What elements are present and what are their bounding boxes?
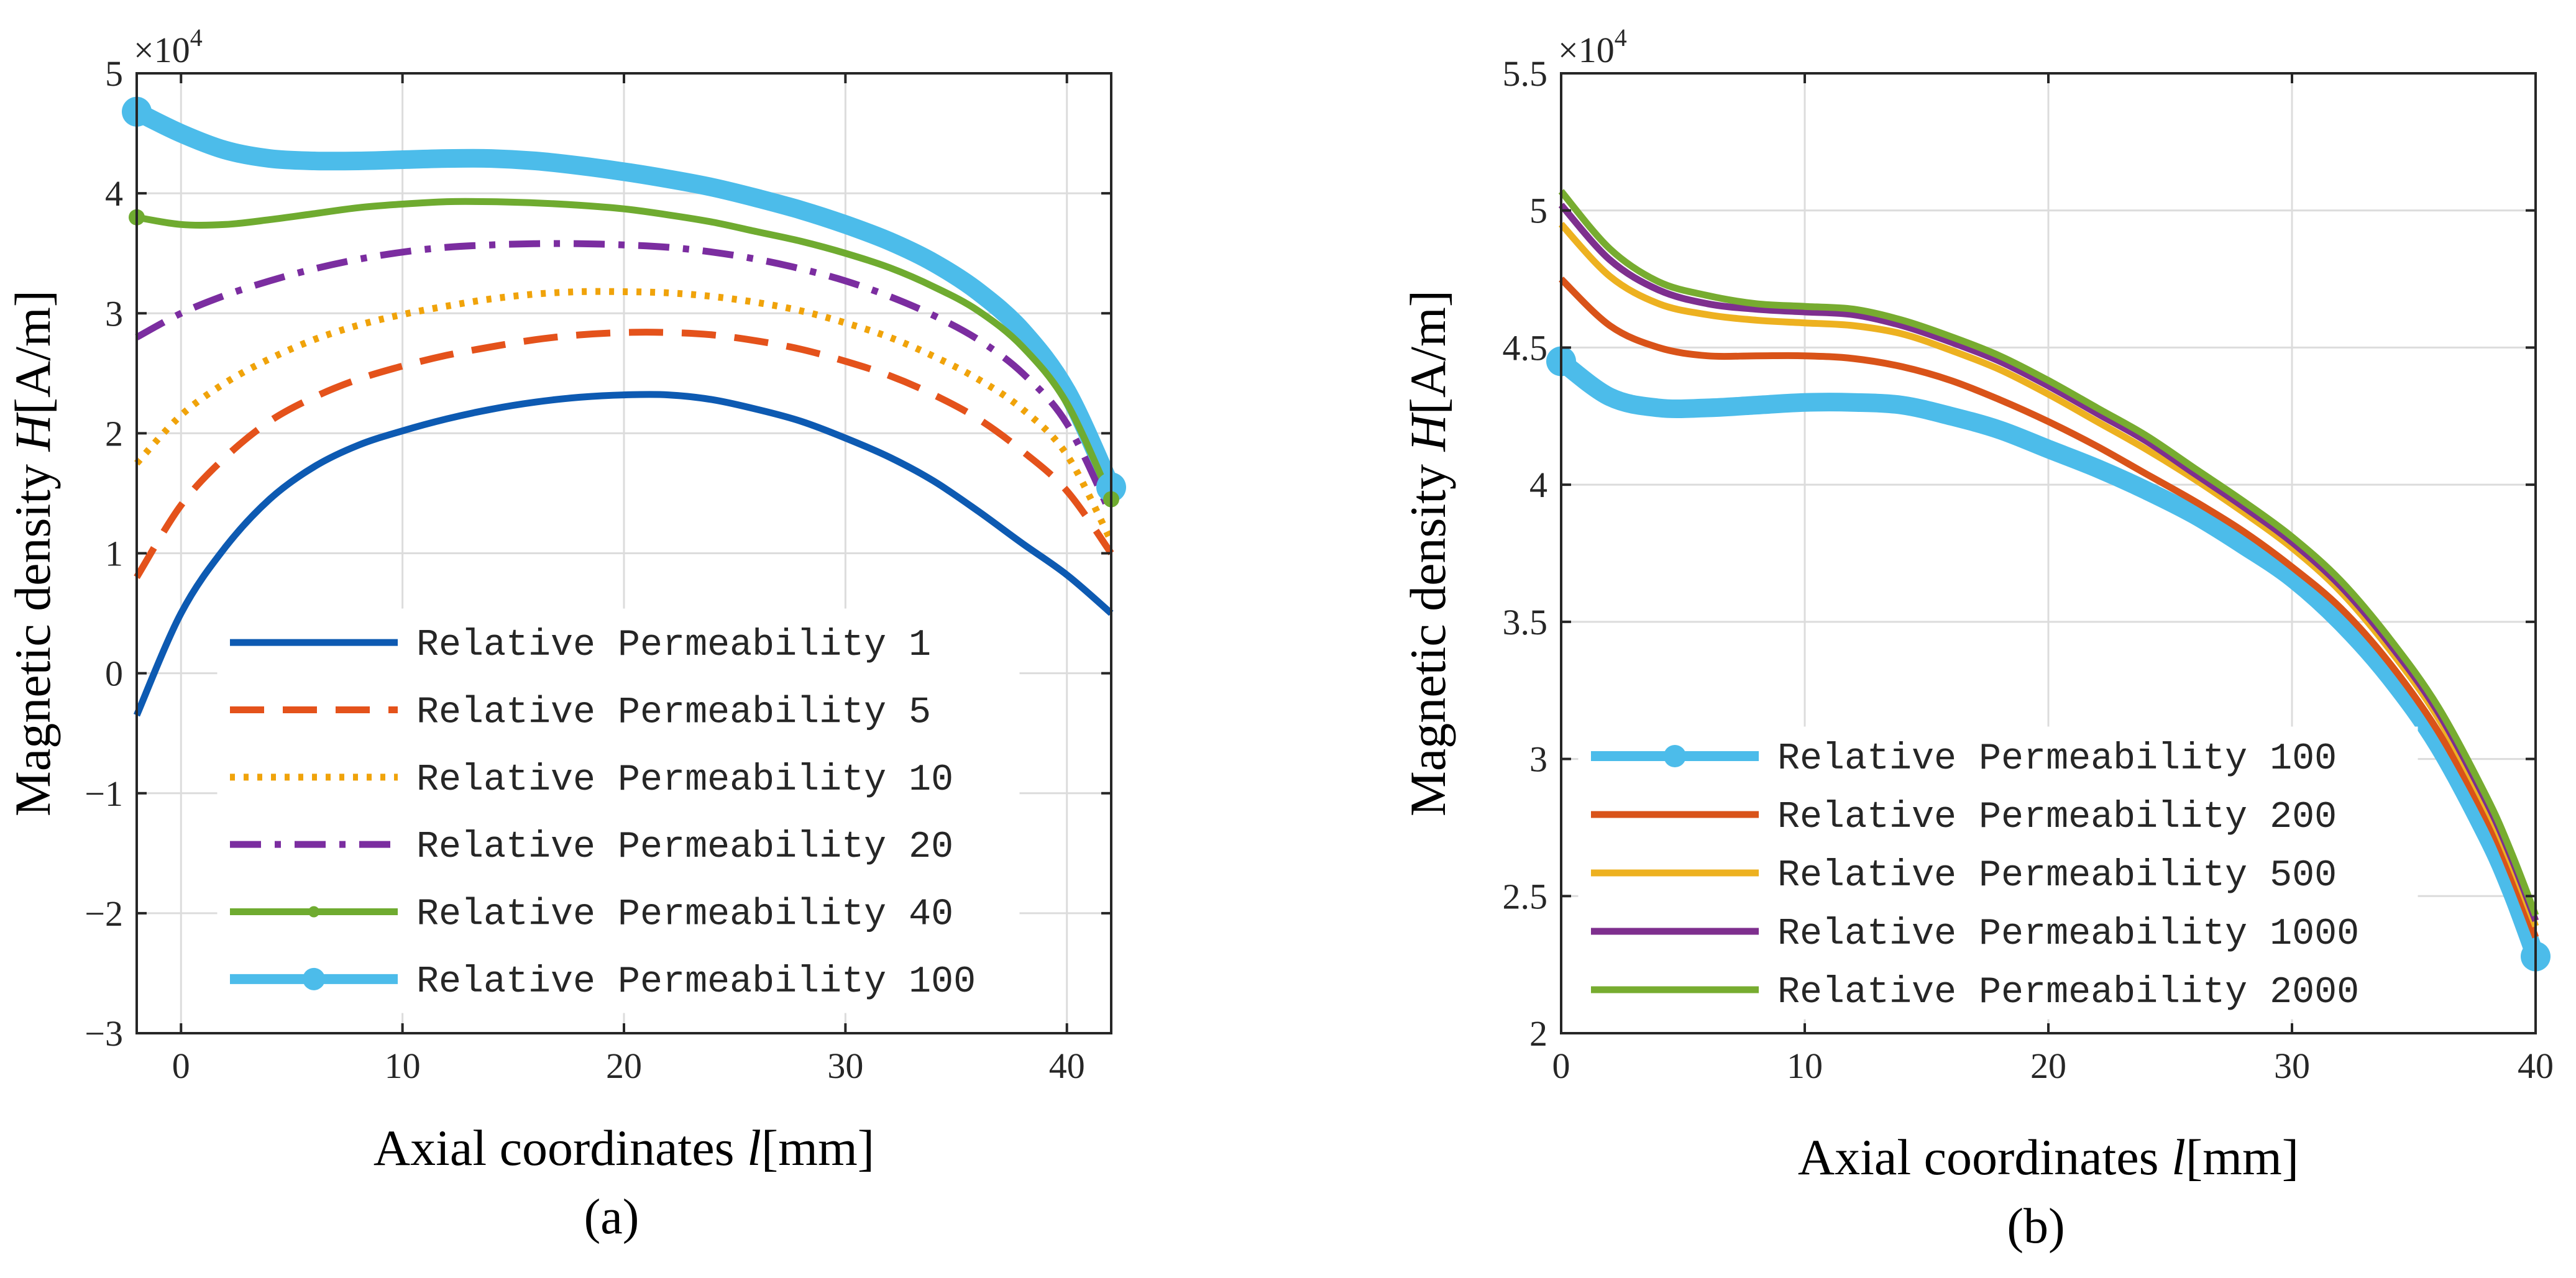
x-tick-label: 30 [827,1046,863,1086]
y-tick-label: 2 [1529,1013,1547,1054]
axis-multiplier-exponent: 4 [1615,24,1627,52]
legend-entry-label: Relative Permeability 200 [1777,796,2337,839]
legend-marker [303,967,325,990]
legend-entry-label: Relative Permeability 1000 [1777,913,2359,956]
axis-multiplier: ×104 [134,24,203,70]
x-tick-label: 40 [2518,1046,2554,1086]
x-tick-label: 10 [385,1046,421,1086]
y-tick-label: 2 [105,413,123,454]
legend-marker [308,906,319,918]
chart-caption: (a) [584,1190,639,1244]
legend-marker [1664,745,1686,767]
legend: Relative Permeability 1 Relative Permeabi… [217,608,1020,1013]
y-tick-label: −1 [85,774,123,814]
y-tick-label: 4 [105,173,123,214]
legend-entry-label: Relative Permeability 2000 [1777,972,2359,1014]
y-tick-label: −3 [85,1013,123,1054]
y-tick-label: 3 [1529,739,1547,780]
y-tick-label: 2.5 [1503,876,1548,916]
y-tick-label: 1 [105,534,123,574]
y-tick-label: −2 [85,893,123,934]
legend-entry-label: Relative Permeability 10 [416,759,953,801]
axis-multiplier-base: ×10 [134,30,190,70]
y-tick-label: 4 [1529,465,1547,505]
axis-multiplier: ×104 [1558,24,1627,70]
series-line-1 [1555,354,2545,960]
y-tick-label: 3 [105,293,123,334]
x-tick-label: 0 [1552,1046,1570,1086]
series-line-4 [135,240,1114,517]
legend-entry-label: Relative Permeability 5 [416,692,931,734]
legend-entry-label: Relative Permeability 40 [416,894,953,936]
x-tick-label: 20 [606,1046,642,1086]
series-line-1 [133,391,1114,717]
series-line-3 [134,288,1114,543]
series-line-2 [1559,276,2539,939]
axis-multiplier-base: ×10 [1558,30,1615,70]
series-line-5 [1558,189,2539,917]
y-tick-label: 0 [105,654,123,694]
chart-caption: (b) [2007,1199,2065,1254]
series-line-2 [134,329,1114,579]
axis-multiplier-exponent: 4 [190,24,203,52]
legend-entry-label: Relative Permeability 100 [416,961,976,1003]
x-axis-label: Axial coordinates l[mm] [1798,1129,2299,1185]
series-group [132,103,1120,717]
y-tick-label: 5 [1529,191,1547,231]
legend-entry-label: Relative Permeability 1 [416,624,931,667]
y-axis-label: Magnetic density H[A/m] [1400,290,1456,816]
y-tick-label: 3.5 [1503,602,1548,642]
y-tick-label: 5 [105,53,123,94]
x-tick-label: 0 [172,1046,190,1086]
legend-entry-label: Relative Permeability 100 [1777,738,2337,780]
y-axis-label: Magnetic density H[A/m] [4,290,61,816]
x-axis-label: Axial coordinates l[mm] [374,1120,874,1176]
x-tick-label: 30 [2274,1046,2310,1086]
legend-box [217,608,1020,1013]
series-line-5 [136,198,1114,501]
legend-entry-label: Relative Permeability 20 [416,826,953,869]
x-tick-label: 40 [1049,1046,1085,1086]
series-group [1555,189,2545,960]
legend-entry-label: Relative Permeability 500 [1777,855,2337,897]
y-tick-label: 4.5 [1503,327,1548,368]
legend: Relative Permeability 100 Relative Permea… [1578,726,2418,1020]
x-tick-label: 20 [2030,1046,2066,1086]
y-tick-label: 5.5 [1503,53,1548,94]
x-tick-label: 10 [1787,1046,1823,1086]
series-line-6 [132,103,1120,491]
